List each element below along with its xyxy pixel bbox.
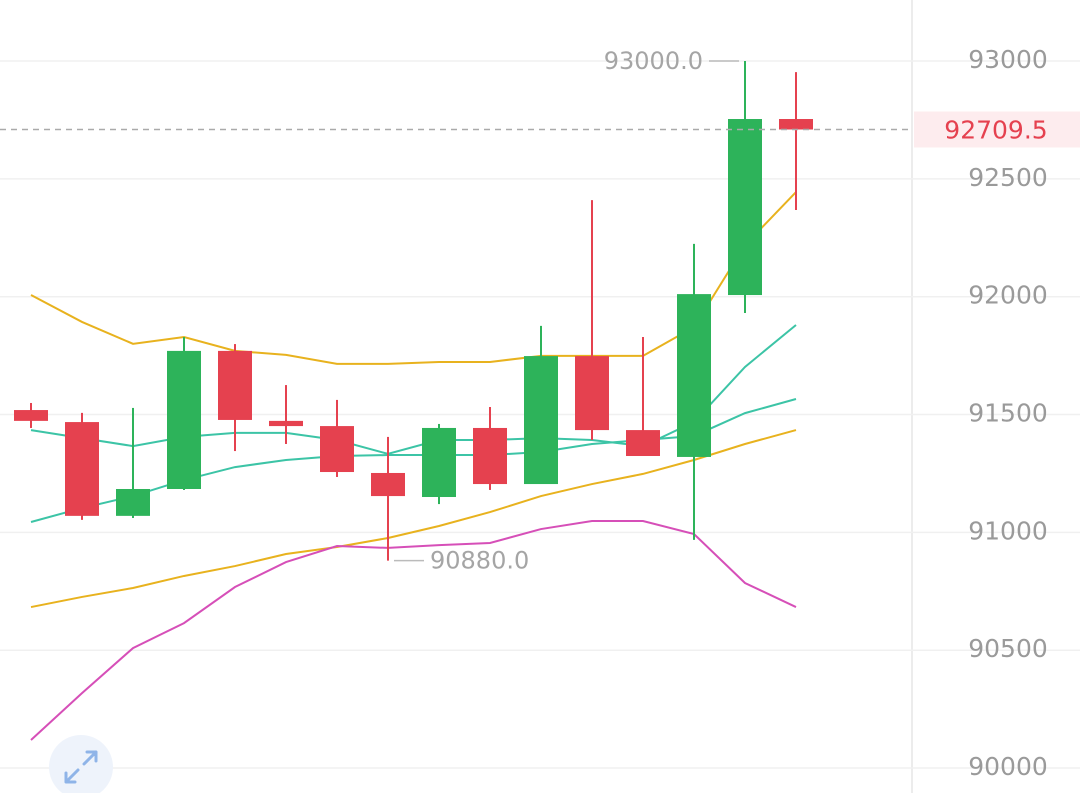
indicator-line — [30, 398, 797, 523]
expand-icon[interactable] — [64, 750, 98, 784]
candle-body — [524, 356, 558, 485]
indicator-line — [30, 191, 797, 365]
last-price-label: 92709.5 — [944, 115, 1047, 144]
indicator-line — [30, 324, 797, 455]
indicator-line — [30, 429, 797, 609]
y-tick-label: 92000 — [968, 281, 1048, 310]
candle-body — [575, 356, 609, 431]
candle-body — [65, 422, 99, 516]
candle-body — [167, 350, 201, 489]
y-tick-label: 92500 — [968, 163, 1048, 192]
candle-body — [218, 350, 252, 420]
y-tick-label: 93000 — [968, 45, 1048, 74]
candle-body — [677, 294, 711, 457]
candle-body — [320, 426, 354, 473]
y-tick-label: 91500 — [968, 399, 1048, 428]
indicator-line — [30, 520, 797, 741]
y-tick-label: 90000 — [968, 752, 1048, 781]
annotation-label: 90880.0 — [430, 547, 529, 575]
annotation-label: 93000.0 — [604, 47, 703, 75]
y-tick-label: 90500 — [968, 634, 1048, 663]
expand-button[interactable] — [49, 735, 113, 793]
candle-body — [116, 488, 150, 516]
candle-body — [473, 427, 507, 485]
candle-body — [728, 119, 762, 296]
candle-body — [269, 420, 303, 427]
y-tick-label: 91000 — [968, 516, 1048, 545]
candle-body — [422, 427, 456, 498]
expand-button-bg[interactable] — [49, 735, 113, 793]
candle-body — [14, 410, 48, 421]
candle-body — [626, 430, 660, 457]
last-price-badge — [914, 111, 1080, 148]
candle-body — [779, 119, 813, 130]
candle-body — [371, 472, 405, 497]
